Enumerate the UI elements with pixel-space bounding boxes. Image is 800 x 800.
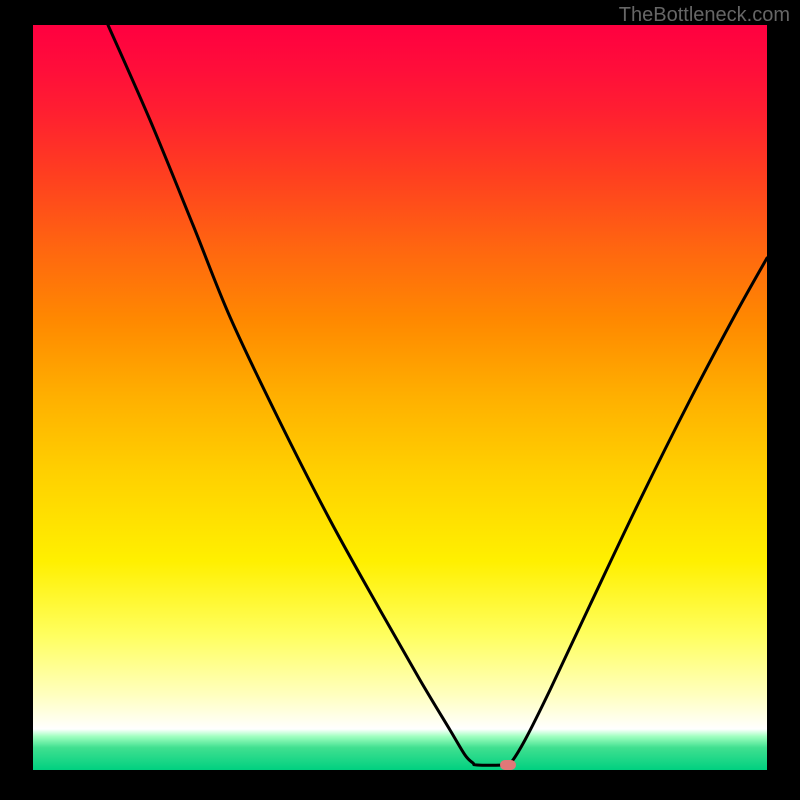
watermark-text: TheBottleneck.com [619, 4, 790, 27]
plot-gradient-background [33, 25, 767, 770]
optimum-marker [500, 760, 516, 770]
bottleneck-chart [0, 0, 800, 800]
